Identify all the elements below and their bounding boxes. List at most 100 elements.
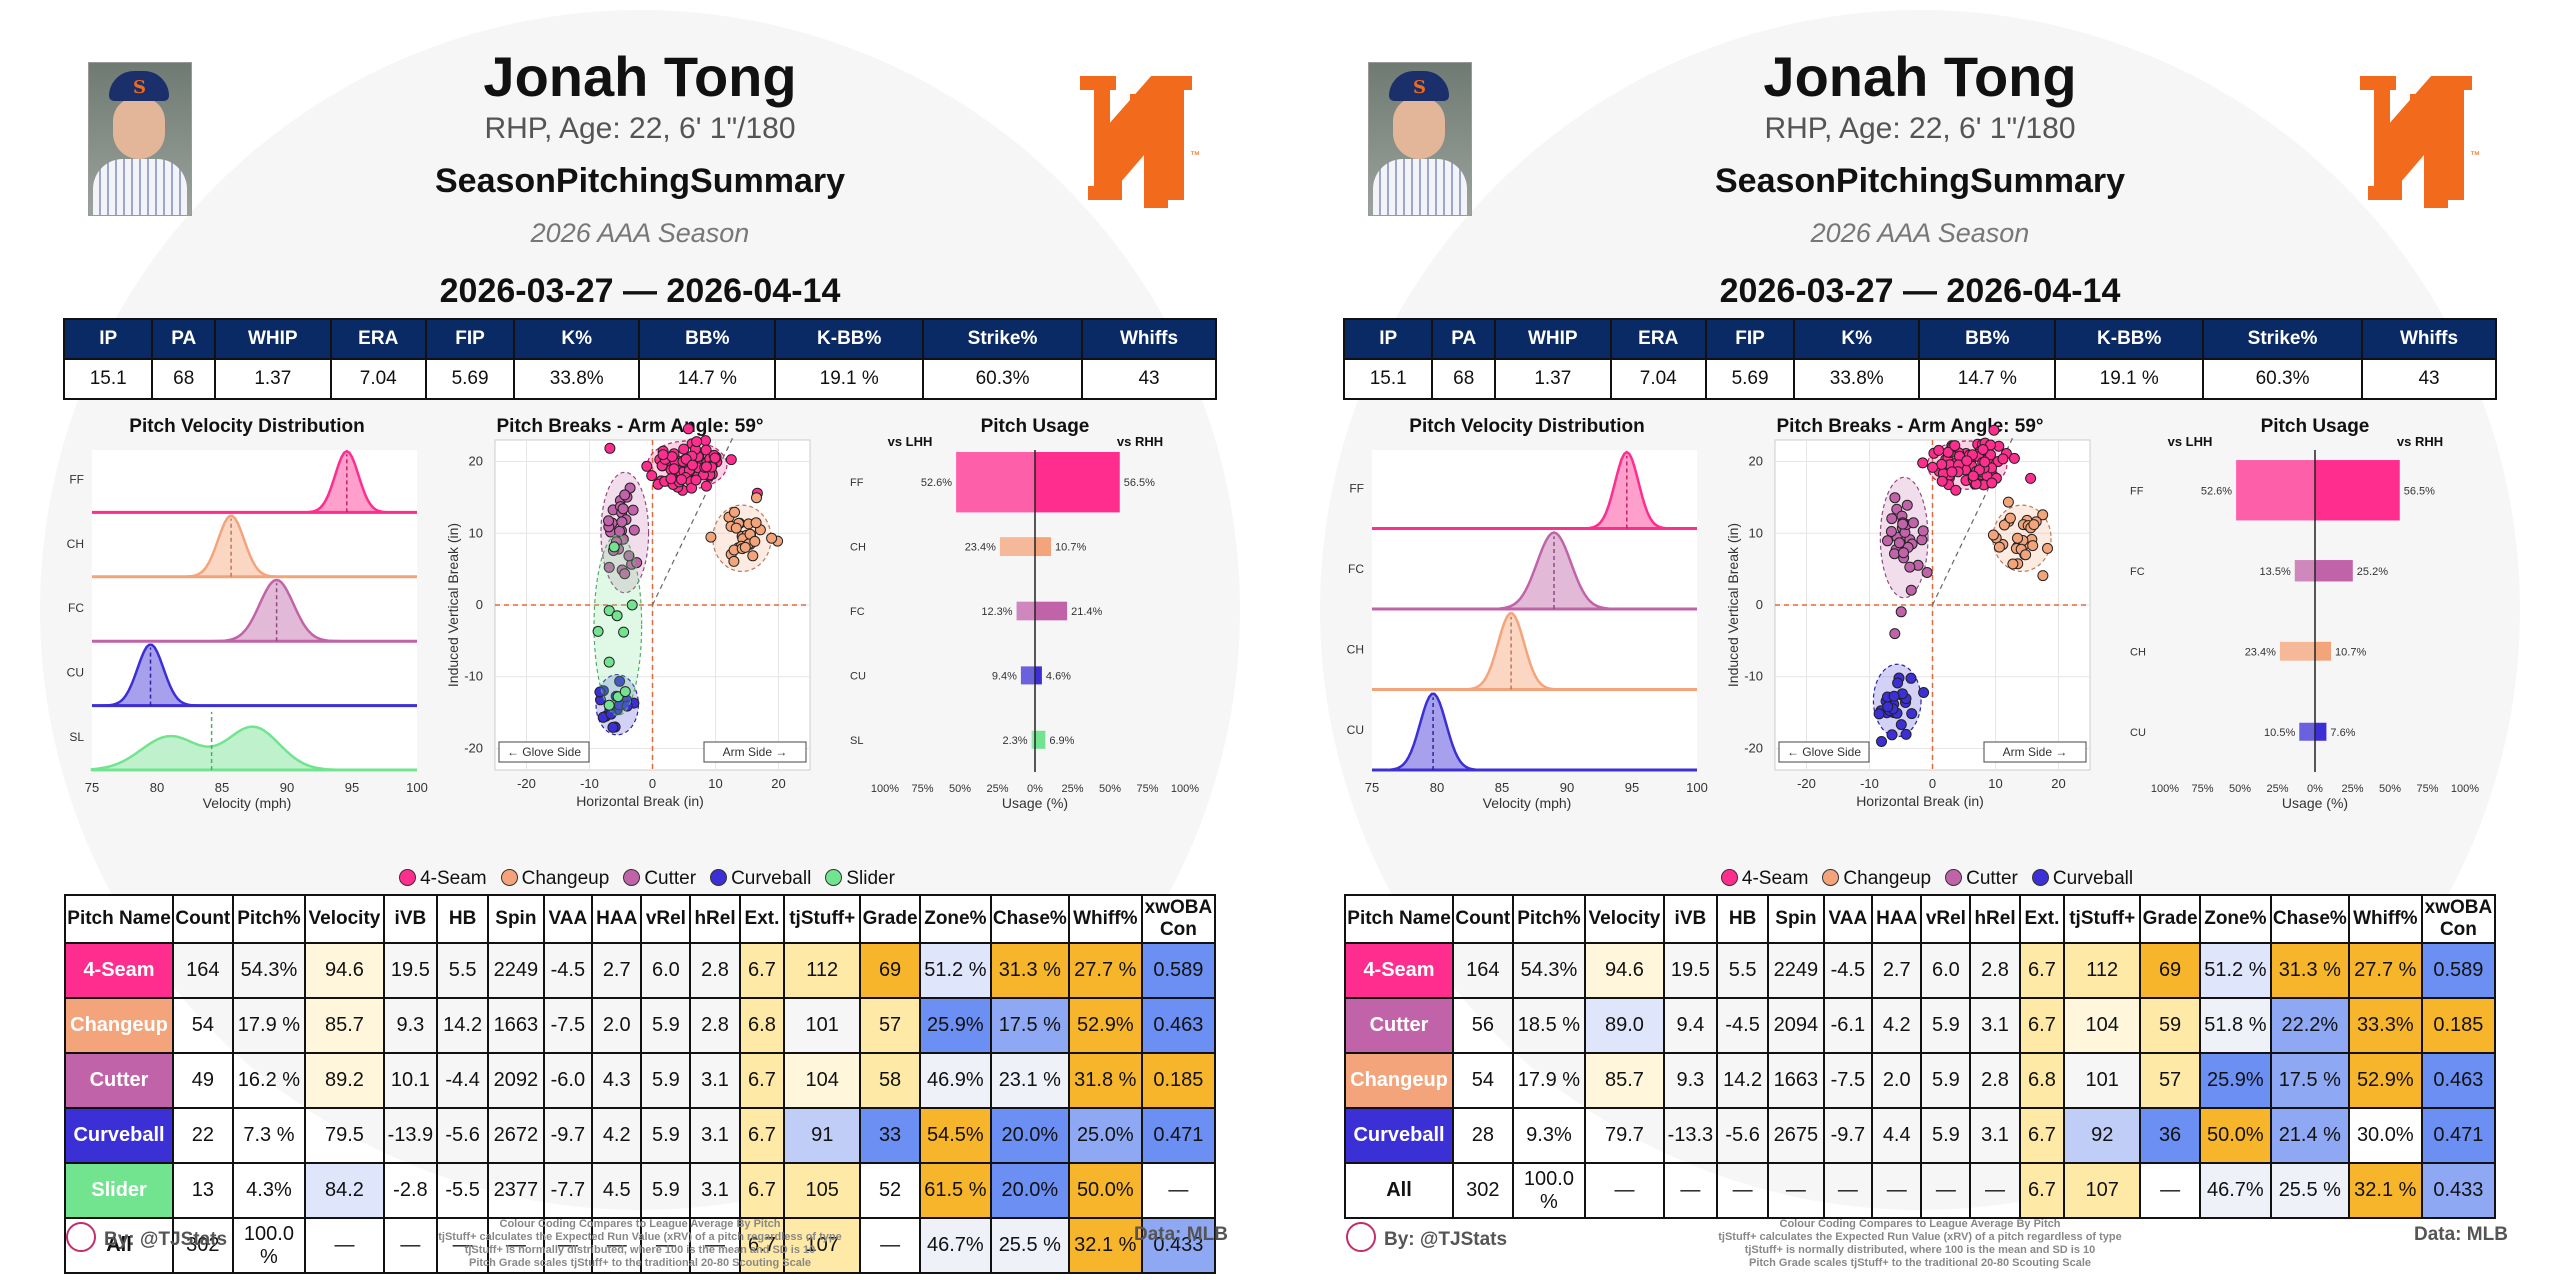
pitch-metric-cell: 61.5 % xyxy=(918,1162,992,1219)
pitch-metric-cell: 9.3% xyxy=(1511,1107,1587,1164)
summary-header-1: PA xyxy=(1431,318,1496,360)
summary-header-5: K% xyxy=(513,318,641,360)
pitch-name-cell: All xyxy=(1343,1162,1455,1219)
pitch-point xyxy=(678,443,690,455)
breaks-y-tick: -10 xyxy=(464,669,483,684)
pitch-point xyxy=(603,699,615,711)
usage-lhh-value: 10.5% xyxy=(2264,727,2295,739)
glove-side-box xyxy=(1778,741,1870,763)
summary-value-row: 15.1 68 1.37 7.04 5.69 33.8% 14.7 % 19.1 % 60.3%… xyxy=(62,358,1217,400)
pitch-metric-cell: 46.9% xyxy=(918,1052,992,1109)
pitch-point xyxy=(739,541,751,553)
breaks-x-label: Horizontal Break (in) xyxy=(1856,793,1984,809)
pitch-legend: 4-Seam Changeup Cutter Curveball xyxy=(1280,868,2560,890)
pitch-col-header: Chase% xyxy=(989,894,1070,944)
pitch-point xyxy=(603,561,615,573)
glove-side-label: ← Glove Side xyxy=(1787,745,1861,759)
pitch-point xyxy=(682,423,694,435)
usage-rhh-label: vs RHH xyxy=(2397,434,2443,449)
pitch-point xyxy=(592,625,604,637)
usage-tick-label: 0% xyxy=(2307,783,2323,795)
usage-tick-label: 25% xyxy=(986,783,1008,795)
usage-bar-rhh-FC xyxy=(1035,601,1068,621)
pitch-metric-cell: 4.2 xyxy=(1871,997,1923,1054)
usage-row-label: CH xyxy=(850,542,866,554)
summary-header-3: ERA xyxy=(329,318,427,360)
usage-tick-label: 25% xyxy=(2266,783,2288,795)
pitch-metric-cell: 17.9 % xyxy=(231,997,307,1054)
pitch-point xyxy=(603,515,614,527)
pitch-metric-cell: 6.7 xyxy=(738,942,786,999)
pitch-point xyxy=(1949,440,1961,452)
svg-text:™: ™ xyxy=(2470,150,2480,161)
footer-note: tjStuff+ is normally distributed, where … xyxy=(464,1244,816,1256)
pitch-metric-cell: 22.2% xyxy=(2269,997,2350,1054)
usage-bar-rhh-FC xyxy=(2315,560,2353,582)
pitch-col-header: HAA xyxy=(591,894,643,944)
pitch-metric-cell: 0.185 xyxy=(1140,1052,1217,1109)
breaks-x-tick: -20 xyxy=(517,776,536,791)
usage-lhh-label: vs LHH xyxy=(888,434,933,449)
legend-label: Slider xyxy=(846,868,895,889)
usage-bar-lhh-FC xyxy=(2294,560,2315,582)
pitch-usage-chart: Pitch Usage vs LHH vs RHH 52.6% 56.5% FF 23.4%… xyxy=(850,416,1199,811)
byline-text: By: @TJStats xyxy=(104,1229,228,1250)
pitch-metric-cell: — xyxy=(1662,1162,1719,1219)
pitch-row: Curveball 22 7.3 % 79.5 -13.9 -5.6 2672 -9.7 4.2… xyxy=(63,1107,1217,1164)
summary-header-0: IP xyxy=(1342,318,1434,360)
pitch-breaks-chart: Pitch Breaks - Arm Angle: 59° -20 -10 0 10 20… xyxy=(1725,416,2091,809)
pitch-metric-cell: — xyxy=(1822,1162,1874,1219)
pitch-metric-cell: 85.7 xyxy=(304,997,385,1054)
pitch-metric-cell: 0.433 xyxy=(2420,1162,2497,1219)
pitch-metric-cell: 3.1 xyxy=(689,1052,741,1109)
pitch-metric-cell: 31.3 % xyxy=(2269,942,2350,999)
pitch-legend: 4-Seam Changeup Cutter Curveball Slider xyxy=(0,868,1280,890)
pitch-col-header: Chase% xyxy=(2269,894,2350,944)
breaks-y-tick: 0 xyxy=(476,597,483,612)
pitch-point xyxy=(617,503,629,515)
pitch-point xyxy=(608,541,620,553)
usage-tick-label: 75% xyxy=(1136,783,1158,795)
byline: By: @TJStats xyxy=(1346,1222,1507,1252)
pitch-metric-cell: 9.3 xyxy=(382,997,439,1054)
pitch-point xyxy=(1882,535,1893,547)
pitch-metric-cell: 54.3% xyxy=(1511,942,1587,999)
usage-rhh-value: 4.6% xyxy=(1046,670,1071,682)
pitch-metric-cell: 101 xyxy=(2063,1052,2142,1109)
usage-lhh-label: vs LHH xyxy=(2168,434,2213,449)
pitch-metric-cell: 6.8 xyxy=(2018,1052,2066,1109)
pitch-metric-cell: 20.0% xyxy=(989,1107,1070,1164)
pitch-col-header: Zone% xyxy=(2198,894,2272,944)
pitch-point xyxy=(594,686,606,698)
usage-rhh-value: 10.7% xyxy=(1055,542,1086,554)
velocity-row-label: CU xyxy=(67,666,84,680)
pitch-metric-cell: 58 xyxy=(859,1052,921,1109)
pitch-metric-cell: 14.2 xyxy=(1716,1052,1770,1109)
pitch-name-cell: Cutter xyxy=(1343,997,1455,1054)
pitch-metric-cell: 6.7 xyxy=(738,1217,786,1274)
pitch-metric-cell: 36 xyxy=(2139,1107,2201,1164)
pitch-point xyxy=(1901,499,1913,511)
pitch-metric-cell: 2092 xyxy=(487,1052,545,1109)
summary-header-3: ERA xyxy=(1609,318,1707,360)
pitch-col-header: Spin xyxy=(487,894,545,944)
pitch-name-cell: 4-Seam xyxy=(1343,942,1455,999)
summary-value-8: 60.3% xyxy=(2202,358,2364,400)
pitch-col-header: tjStuff+ xyxy=(783,894,862,944)
pitch-col-header: HB xyxy=(1716,894,1770,944)
pitch-metric-cell: 52 xyxy=(859,1162,921,1219)
pitch-point xyxy=(728,555,740,567)
legend-swatch xyxy=(2031,869,2049,886)
pitch-point xyxy=(1921,567,1933,578)
usage-lhh-value: 23.4% xyxy=(965,542,996,554)
pitch-metric-cell: 23.1 % xyxy=(989,1052,1070,1109)
summary-value-2: 1.37 xyxy=(1493,358,1612,400)
pitch-metric-cell: 0.185 xyxy=(2420,997,2497,1054)
footer-note: tjStuff+ calculates the Expected Run Val… xyxy=(1718,1231,2122,1243)
pitch-col-header: tjStuff+ xyxy=(2063,894,2142,944)
usage-row-label: FC xyxy=(2130,566,2145,578)
pitch-metric-cell: 57 xyxy=(859,997,921,1054)
pitch-point xyxy=(1898,547,1909,559)
breaks-x-tick: -10 xyxy=(1860,776,1879,791)
pitch-point xyxy=(2020,549,2032,561)
